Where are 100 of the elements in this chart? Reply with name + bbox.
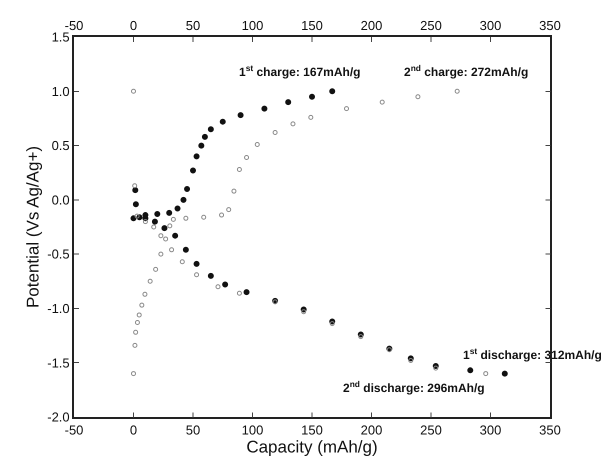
point <box>174 206 181 212</box>
y-axis-title: Potential (Vs Ag/Ag+) <box>23 146 42 308</box>
point <box>244 155 250 160</box>
point <box>344 106 350 112</box>
point <box>132 183 138 188</box>
point <box>139 302 144 308</box>
x2-tick-label: 150 <box>301 422 323 438</box>
point <box>358 334 364 340</box>
point <box>285 99 292 106</box>
point <box>153 266 158 272</box>
point <box>142 219 148 224</box>
point <box>244 289 250 296</box>
point <box>226 207 232 212</box>
point <box>433 366 438 371</box>
x-tick-label: 300 <box>480 18 502 34</box>
point <box>183 216 188 221</box>
x-tick-label: 200 <box>360 18 382 34</box>
point <box>180 196 186 203</box>
x2-tick-label: 350 <box>539 422 561 438</box>
point <box>198 142 204 149</box>
annotation: 1$^{st}$ charge: 167mAh/g <box>239 63 361 80</box>
point <box>222 282 228 288</box>
point <box>167 223 172 228</box>
point <box>184 186 190 192</box>
point <box>134 320 140 326</box>
point <box>194 272 200 278</box>
point <box>163 236 168 242</box>
x2-tick-label: 0 <box>130 422 138 438</box>
point <box>220 118 226 125</box>
x-tick-label: 100 <box>242 18 264 34</box>
point <box>194 153 200 160</box>
point <box>483 371 488 376</box>
x2-tick-label: -50 <box>64 422 84 438</box>
point <box>454 88 460 94</box>
x-tick-label: 150 <box>301 18 323 34</box>
point <box>182 246 189 253</box>
x2-tick-label: 200 <box>360 422 382 438</box>
annotation: 2$^{nd}$ discharge: 296mAh/g <box>343 379 485 396</box>
point <box>158 252 164 257</box>
point <box>236 290 242 296</box>
point <box>142 292 148 297</box>
point <box>161 225 168 232</box>
x2-tick-label: 250 <box>420 422 442 438</box>
point <box>238 112 244 118</box>
x-tick-label: 0 <box>130 18 138 34</box>
x2-tick-label: 300 <box>480 422 502 438</box>
point <box>130 215 136 222</box>
point <box>148 278 153 284</box>
point <box>309 94 315 100</box>
point <box>132 342 138 348</box>
point <box>158 233 164 238</box>
point <box>215 284 220 290</box>
point <box>180 259 185 264</box>
point <box>166 210 172 216</box>
point <box>151 224 156 230</box>
x-axis-title: Capacity (mAh/g) <box>246 437 378 456</box>
point <box>132 187 138 194</box>
x2-tick-label: 50 <box>186 422 200 438</box>
point <box>201 214 206 220</box>
point <box>415 94 420 100</box>
point <box>131 371 136 376</box>
point <box>254 142 260 147</box>
point <box>208 126 214 132</box>
point <box>202 134 208 140</box>
point <box>408 358 414 364</box>
point <box>467 367 474 374</box>
point <box>154 210 160 217</box>
annotation: 2$^{nd}$ charge: 272mAh/g <box>404 63 528 80</box>
y-tick-label: -1.5 <box>47 355 70 370</box>
point <box>152 218 158 225</box>
point <box>330 321 335 326</box>
point <box>308 114 314 120</box>
point <box>194 260 200 267</box>
point <box>261 106 268 112</box>
y-tick-label: 0.5 <box>52 138 70 154</box>
x-tick-label: 50 <box>186 18 200 34</box>
point <box>380 100 385 105</box>
point <box>236 166 242 172</box>
point <box>136 312 142 318</box>
point <box>272 130 278 136</box>
point <box>190 168 196 174</box>
x2-tick-label: 100 <box>242 422 264 438</box>
x-tick-label: 250 <box>420 18 442 34</box>
point <box>290 121 296 126</box>
point <box>502 370 508 377</box>
y-tick-label: -2.0 <box>47 410 70 425</box>
point <box>172 232 178 239</box>
point <box>132 201 139 208</box>
point <box>208 272 214 279</box>
point <box>133 330 138 335</box>
x-tick-label: 350 <box>539 18 561 34</box>
y-tick-label: 1.0 <box>52 84 70 99</box>
point <box>219 212 224 218</box>
point <box>131 88 136 94</box>
y-tick-label: -0.5 <box>47 246 70 262</box>
point <box>134 214 140 219</box>
point <box>170 216 176 222</box>
y-tick-label: -1.0 <box>47 300 70 316</box>
point <box>301 309 306 314</box>
y-tick-label: 0.0 <box>52 192 70 208</box>
